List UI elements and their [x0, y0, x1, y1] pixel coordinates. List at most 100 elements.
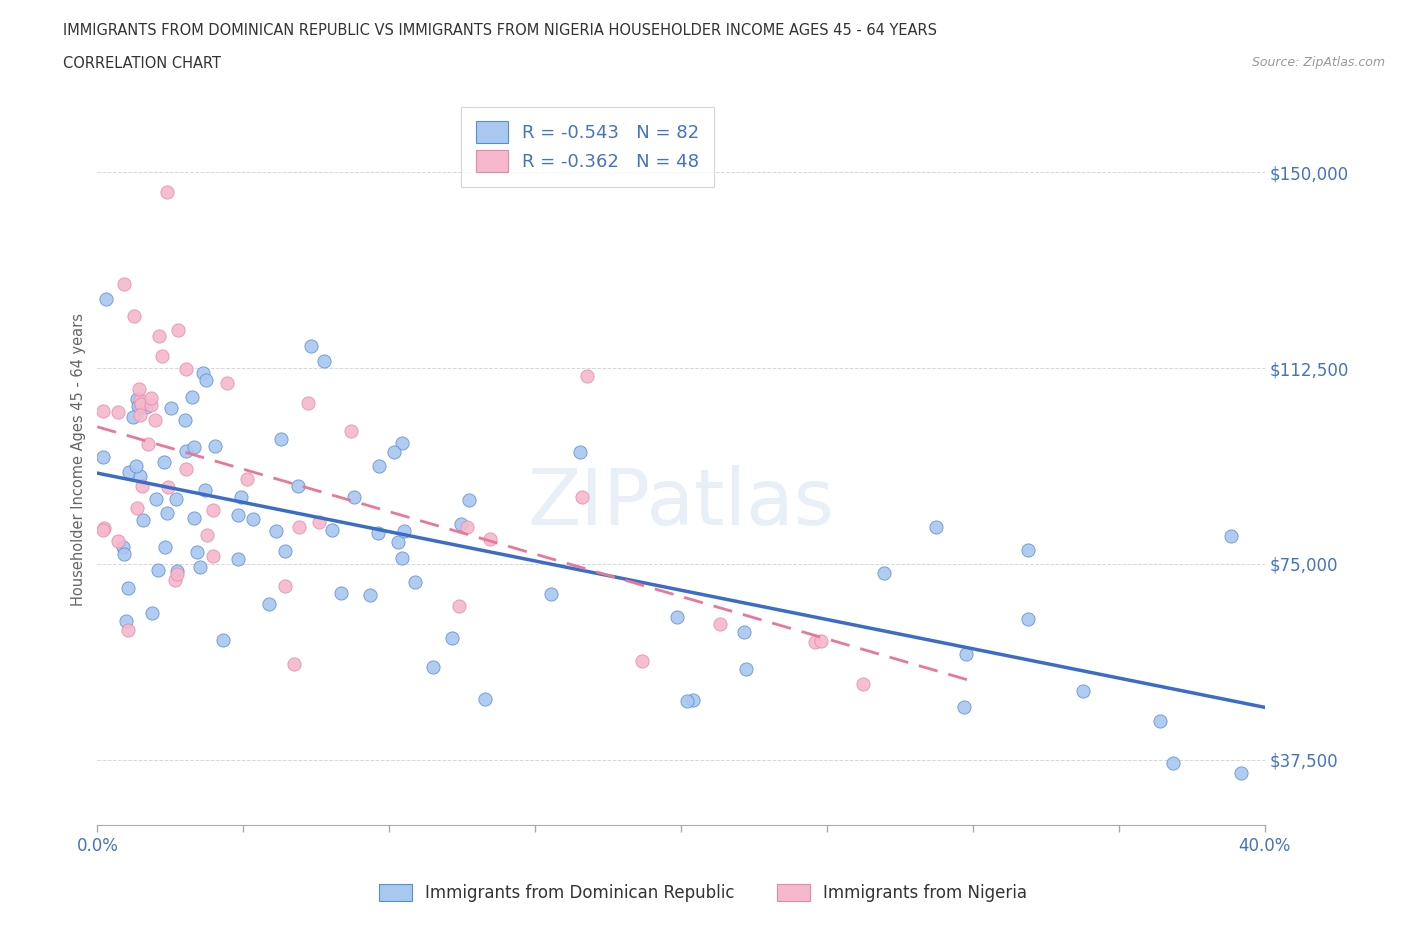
- Point: [676, 694, 699, 709]
- Point: [1071, 683, 1094, 698]
- Point: [343, 489, 366, 504]
- Point: [391, 551, 413, 565]
- Point: [193, 365, 215, 380]
- Point: [735, 661, 758, 676]
- Point: [115, 614, 138, 629]
- Point: [873, 565, 896, 580]
- Point: [112, 277, 135, 292]
- Point: [733, 625, 755, 640]
- Point: [259, 596, 281, 611]
- Text: Source: ZipAtlas.com: Source: ZipAtlas.com: [1251, 56, 1385, 69]
- Point: [201, 549, 224, 564]
- Point: [94, 292, 117, 307]
- Point: [127, 392, 149, 406]
- Point: [387, 535, 409, 550]
- Point: [157, 480, 180, 495]
- Point: [156, 506, 179, 521]
- Point: [953, 699, 976, 714]
- Point: [297, 396, 319, 411]
- Point: [422, 659, 444, 674]
- Text: CORRELATION CHART: CORRELATION CHART: [63, 56, 221, 71]
- Point: [141, 605, 163, 620]
- Point: [166, 564, 188, 578]
- Point: [478, 532, 501, 547]
- Point: [121, 409, 143, 424]
- Point: [118, 465, 141, 480]
- Point: [368, 458, 391, 473]
- Point: [139, 397, 162, 412]
- Point: [312, 353, 335, 368]
- Point: [93, 521, 115, 536]
- Point: [270, 432, 292, 446]
- Point: [155, 539, 177, 554]
- Point: [166, 566, 188, 581]
- Point: [145, 491, 167, 506]
- Point: [174, 461, 197, 476]
- Point: [709, 617, 731, 631]
- Point: [226, 551, 249, 566]
- Point: [128, 469, 150, 484]
- Point: [359, 588, 381, 603]
- Point: [264, 524, 287, 538]
- Point: [392, 524, 415, 538]
- Point: [117, 580, 139, 595]
- Point: [321, 523, 343, 538]
- Point: [183, 440, 205, 455]
- Point: [91, 449, 114, 464]
- Point: [112, 539, 135, 554]
- Point: [127, 399, 149, 414]
- Point: [186, 544, 208, 559]
- Point: [146, 563, 169, 578]
- Point: [274, 579, 297, 594]
- Point: [156, 184, 179, 199]
- Point: [128, 381, 150, 396]
- Point: [1219, 528, 1241, 543]
- Point: [228, 508, 250, 523]
- Legend: R = -0.543   N = 82, R = -0.362   N = 48: R = -0.543 N = 82, R = -0.362 N = 48: [461, 107, 714, 187]
- Point: [568, 445, 591, 459]
- Point: [575, 368, 598, 383]
- Point: [283, 657, 305, 671]
- Point: [540, 587, 562, 602]
- Point: [163, 572, 186, 587]
- Point: [201, 503, 224, 518]
- Text: IMMIGRANTS FROM DOMINICAN REPUBLIC VS IMMIGRANTS FROM NIGERIA HOUSEHOLDER INCOME: IMMIGRANTS FROM DOMINICAN REPUBLIC VS IM…: [63, 23, 938, 38]
- Point: [122, 309, 145, 324]
- Point: [139, 391, 162, 405]
- Point: [124, 458, 146, 473]
- Point: [174, 413, 197, 428]
- Point: [195, 527, 218, 542]
- Point: [107, 405, 129, 419]
- Point: [107, 533, 129, 548]
- Point: [194, 483, 217, 498]
- Point: [211, 633, 233, 648]
- Point: [810, 633, 832, 648]
- Point: [1017, 611, 1039, 626]
- Point: [273, 544, 295, 559]
- Point: [131, 479, 153, 494]
- Point: [330, 585, 353, 600]
- Point: [852, 676, 875, 691]
- Point: [215, 376, 238, 391]
- Point: [125, 500, 148, 515]
- Point: [458, 492, 481, 507]
- Point: [450, 516, 472, 531]
- Point: [183, 511, 205, 525]
- Y-axis label: Householder Income Ages 45 - 64 years: Householder Income Ages 45 - 64 years: [72, 312, 86, 606]
- Point: [174, 362, 197, 377]
- Point: [112, 547, 135, 562]
- Text: ZIPatlas: ZIPatlas: [527, 465, 835, 541]
- Point: [136, 436, 159, 451]
- Point: [148, 328, 170, 343]
- Point: [153, 455, 176, 470]
- Point: [236, 472, 259, 486]
- Point: [382, 445, 405, 459]
- Point: [129, 396, 152, 411]
- Point: [474, 691, 496, 706]
- Point: [308, 514, 330, 529]
- Point: [167, 323, 190, 338]
- Point: [135, 400, 157, 415]
- Point: [91, 404, 114, 418]
- Point: [456, 520, 478, 535]
- Point: [129, 392, 152, 407]
